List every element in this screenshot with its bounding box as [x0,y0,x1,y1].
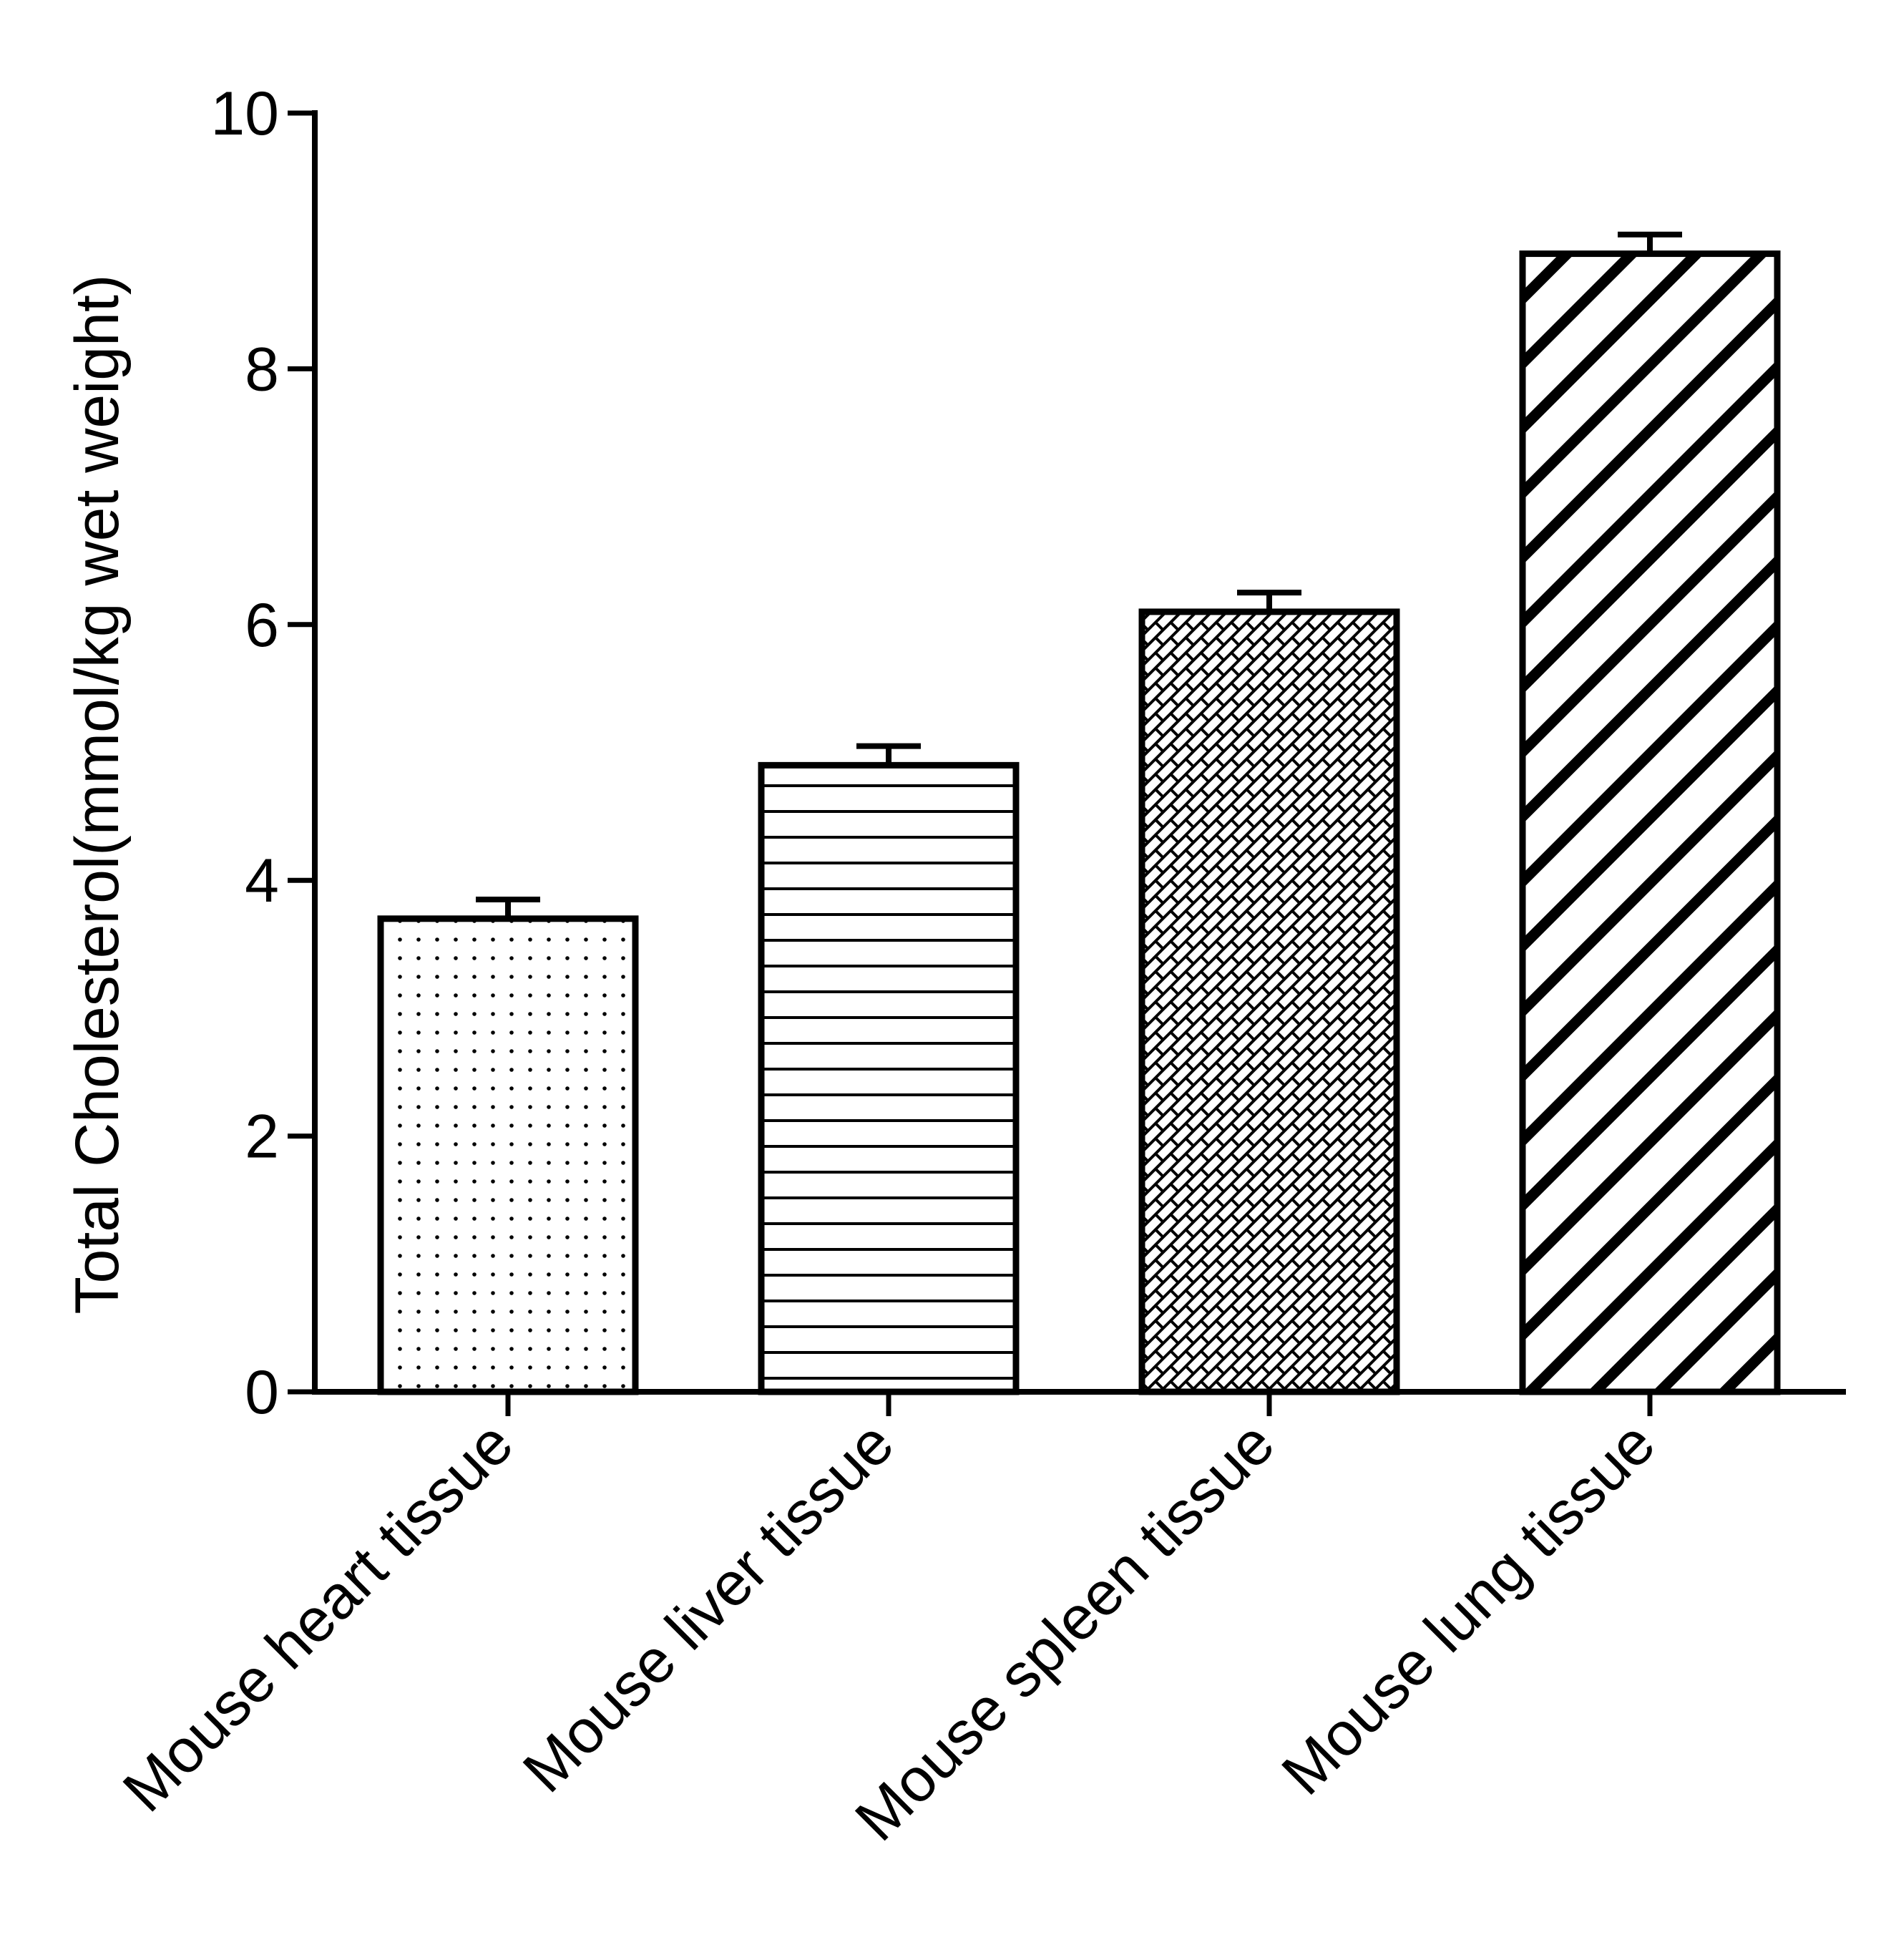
error-bars-layer [476,231,1682,919]
y-axis-title: Total Cholesterol(mmol/kg wet weight) [63,275,132,1315]
x-category-label: Mouse liver tissue [510,1409,907,1806]
x-category-label: Mouse lung tissue [1269,1409,1668,1808]
y-tick-label: 4 [245,847,279,915]
y-tick-label: 10 [210,79,279,148]
y-tick-label: 6 [245,591,279,660]
bar [1519,250,1781,1395]
bar [377,915,639,1395]
y-tick-label: 8 [245,335,279,404]
x-category-label: Mouse spleen tissue [842,1409,1287,1854]
bars-layer [377,250,1781,1395]
bar [1138,608,1400,1395]
bar [758,761,1020,1395]
y-ticks-layer: 0 2 4 6 8 10 [210,79,315,1427]
x-category-label: Mouse heart tissue [110,1409,527,1825]
y-tick-label: 2 [245,1103,279,1171]
y-tick-label: 0 [245,1358,279,1427]
